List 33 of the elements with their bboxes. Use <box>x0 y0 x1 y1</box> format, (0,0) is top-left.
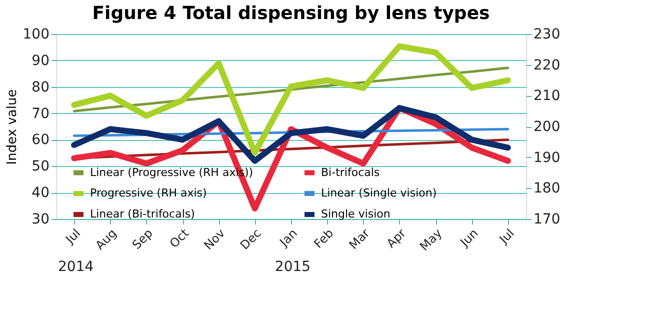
y-tick-label: 100 <box>22 26 50 42</box>
y-tick-label: 80 <box>32 79 50 96</box>
x-tick-label: Jul <box>496 226 517 247</box>
y2-tick-label: 180 <box>534 180 560 197</box>
x-tick-label: Jun <box>456 226 481 250</box>
x-tick-label: Dec <box>238 226 264 252</box>
x-tick-label: Apr <box>384 226 408 251</box>
y2-tick-label: 200 <box>534 119 560 135</box>
y2-tick-label: 190 <box>534 150 560 166</box>
x-tick-label: Nov <box>201 226 228 253</box>
legend-label: Bi-trifocals <box>321 166 380 179</box>
y-tick-label: 60 <box>32 132 50 148</box>
x-tick-label: Jan <box>276 226 300 250</box>
text: 2015 <box>274 259 311 275</box>
y2-tick-label: 210 <box>534 88 560 104</box>
x-tick-label: Feb <box>311 226 336 252</box>
legend-label: Linear (Bi-trifocals) <box>90 208 195 220</box>
x-tick-label: Mar <box>346 226 372 252</box>
chart-title: Figure 4 Total dispensing by lens types <box>92 3 490 24</box>
y2-tick-label: 230 <box>534 26 560 42</box>
y2-tick-label: 170 <box>534 212 560 228</box>
text: 2014 <box>58 259 94 275</box>
y-tick-label: 50 <box>32 158 50 175</box>
y-tick-label: 30 <box>32 212 50 228</box>
y-tick-label: 40 <box>32 185 50 202</box>
y-axis-title: Index value <box>4 89 20 165</box>
y-tick-label: 70 <box>32 106 50 122</box>
x-tick-label: Oct <box>166 226 192 251</box>
x-tick-label: Jul <box>62 226 84 247</box>
y2-tick-label: 220 <box>534 57 560 74</box>
legend-label: Single vision <box>321 208 390 220</box>
x-tick-label: Sep <box>129 226 156 252</box>
y-tick-label: 90 <box>32 52 50 69</box>
